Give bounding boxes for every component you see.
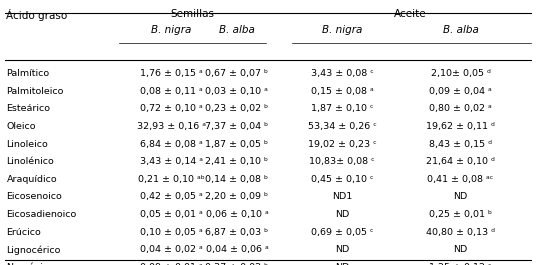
- Text: 19,02 ± 0,23 ᶜ: 19,02 ± 0,23 ᶜ: [308, 139, 376, 148]
- Text: Palmitoleico: Palmitoleico: [6, 87, 64, 96]
- Text: ND1: ND1: [332, 192, 352, 201]
- Text: 32,93 ± 0,16 ᵃ: 32,93 ± 0,16 ᵃ: [136, 122, 206, 131]
- Text: 19,62 ± 0,11 ᵈ: 19,62 ± 0,11 ᵈ: [426, 122, 495, 131]
- Text: Ácido graso: Ácido graso: [6, 9, 68, 21]
- Text: 0,15 ± 0,08 ᵃ: 0,15 ± 0,08 ᵃ: [311, 87, 374, 96]
- Text: B. alba: B. alba: [219, 25, 255, 35]
- Text: ND: ND: [453, 245, 468, 254]
- Text: 0,25 ± 0,01 ᵇ: 0,25 ± 0,01 ᵇ: [429, 210, 492, 219]
- Text: Esteárico: Esteárico: [6, 104, 50, 113]
- Text: 0,67 ± 0,07 ᵇ: 0,67 ± 0,07 ᵇ: [206, 69, 268, 78]
- Text: 1,87 ± 0,05 ᵇ: 1,87 ± 0,05 ᵇ: [206, 139, 268, 148]
- Text: Palmítico: Palmítico: [6, 69, 49, 78]
- Text: Nervónico: Nervónico: [6, 263, 54, 265]
- Text: Eicosadienoico: Eicosadienoico: [6, 210, 77, 219]
- Text: ND: ND: [453, 192, 468, 201]
- Text: 7,37 ± 0,04 ᵇ: 7,37 ± 0,04 ᵇ: [205, 122, 268, 131]
- Text: Lignocérico: Lignocérico: [6, 245, 61, 255]
- Text: B. nigra: B. nigra: [151, 25, 191, 35]
- Text: 53,34 ± 0,26 ᶜ: 53,34 ± 0,26 ᶜ: [308, 122, 376, 131]
- Text: 0,23 ± 0,02 ᵇ: 0,23 ± 0,02 ᵇ: [205, 104, 268, 113]
- Text: 40,80 ± 0,13 ᵈ: 40,80 ± 0,13 ᵈ: [426, 228, 495, 237]
- Text: 3,43 ± 0,08 ᶜ: 3,43 ± 0,08 ᶜ: [311, 69, 374, 78]
- Text: 21,64 ± 0,10 ᵈ: 21,64 ± 0,10 ᵈ: [426, 157, 495, 166]
- Text: 1,87 ± 0,10 ᶜ: 1,87 ± 0,10 ᶜ: [311, 104, 374, 113]
- Text: 0,04 ± 0,06 ᵃ: 0,04 ± 0,06 ᵃ: [206, 245, 268, 254]
- Text: 2,10± 0,05 ᵈ: 2,10± 0,05 ᵈ: [431, 69, 490, 78]
- Text: 0,06 ± 0,10 ᵃ: 0,06 ± 0,10 ᵃ: [206, 210, 268, 219]
- Text: Linolénico: Linolénico: [6, 157, 54, 166]
- Text: Eicosenoico: Eicosenoico: [6, 192, 62, 201]
- Text: ND: ND: [335, 210, 349, 219]
- Text: B. nigra: B. nigra: [322, 25, 362, 35]
- Text: 3,43 ± 0,14 ᵃ: 3,43 ± 0,14 ᵃ: [140, 157, 202, 166]
- Text: 1,76 ± 0,15 ᵃ: 1,76 ± 0,15 ᵃ: [140, 69, 202, 78]
- Text: 0,41 ± 0,08 ᵃᶜ: 0,41 ± 0,08 ᵃᶜ: [427, 175, 494, 184]
- Text: 0,21 ± 0,10 ᵃᵇ: 0,21 ± 0,10 ᵃᵇ: [138, 175, 205, 184]
- Text: 0,04 ± 0,02 ᵃ: 0,04 ± 0,02 ᵃ: [140, 245, 202, 254]
- Text: Oleico: Oleico: [6, 122, 36, 131]
- Text: Linoleico: Linoleico: [6, 139, 48, 148]
- Text: ND: ND: [335, 263, 349, 265]
- Text: 0,80 ± 0,02 ᵃ: 0,80 ± 0,02 ᵃ: [429, 104, 492, 113]
- Text: 10,83± 0,08 ᶜ: 10,83± 0,08 ᶜ: [309, 157, 375, 166]
- Text: 2,20 ± 0,09 ᵇ: 2,20 ± 0,09 ᵇ: [206, 192, 268, 201]
- Text: Erúcico: Erúcico: [6, 228, 41, 237]
- Text: 0,08 ± 0,11 ᵃ: 0,08 ± 0,11 ᵃ: [140, 87, 202, 96]
- Text: Araquídico: Araquídico: [6, 175, 57, 184]
- Text: 6,87 ± 0,03 ᵇ: 6,87 ± 0,03 ᵇ: [205, 228, 268, 237]
- Text: 0,72 ± 0,10 ᵃ: 0,72 ± 0,10 ᵃ: [140, 104, 202, 113]
- Text: 0,03 ± 0,10 ᵃ: 0,03 ± 0,10 ᵃ: [206, 87, 268, 96]
- Text: 0,37 ± 0,02 ᵇ: 0,37 ± 0,02 ᵇ: [205, 263, 268, 265]
- Text: 0,05 ± 0,01 ᵃ: 0,05 ± 0,01 ᵃ: [140, 210, 202, 219]
- Text: 1,25 ± 0,12 ᶜ: 1,25 ± 0,12 ᶜ: [429, 263, 492, 265]
- Text: 0,14 ± 0,08 ᵇ: 0,14 ± 0,08 ᵇ: [206, 175, 268, 184]
- Text: 0,42 ± 0,05 ᵃ: 0,42 ± 0,05 ᵃ: [140, 192, 202, 201]
- Text: 6,84 ± 0,08 ᵃ: 6,84 ± 0,08 ᵃ: [140, 139, 202, 148]
- Text: 0,09 ± 0,01 ᵃ: 0,09 ± 0,01 ᵃ: [140, 263, 202, 265]
- Text: Semillas: Semillas: [170, 9, 214, 19]
- Text: B. alba: B. alba: [442, 25, 478, 35]
- Text: 2,41 ± 0,10 ᵇ: 2,41 ± 0,10 ᵇ: [206, 157, 268, 166]
- Text: 0,09 ± 0,04 ᵃ: 0,09 ± 0,04 ᵃ: [429, 87, 492, 96]
- Text: 8,43 ± 0,15 ᵈ: 8,43 ± 0,15 ᵈ: [429, 139, 492, 148]
- Text: ND: ND: [335, 245, 349, 254]
- Text: Aceite: Aceite: [394, 9, 427, 19]
- Text: 0,10 ± 0,05 ᵃ: 0,10 ± 0,05 ᵃ: [140, 228, 202, 237]
- Text: 0,45 ± 0,10 ᶜ: 0,45 ± 0,10 ᶜ: [311, 175, 374, 184]
- Text: 0,69 ± 0,05 ᶜ: 0,69 ± 0,05 ᶜ: [311, 228, 374, 237]
